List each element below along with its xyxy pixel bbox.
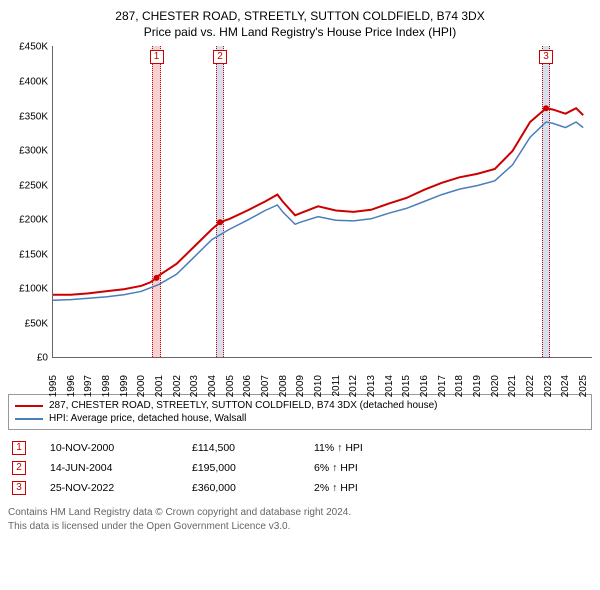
- x-tick: 2013: [366, 375, 377, 397]
- legend-row: HPI: Average price, detached house, Wals…: [15, 412, 585, 425]
- y-tick: £250K: [19, 180, 48, 191]
- y-tick: £50K: [25, 318, 48, 329]
- x-tick: 2024: [560, 375, 571, 397]
- attribution-line1: Contains HM Land Registry data © Crown c…: [8, 506, 592, 520]
- x-tick: 2019: [472, 375, 483, 397]
- x-tick: 2018: [454, 375, 465, 397]
- x-tick: 2004: [207, 375, 218, 397]
- title-address: 287, CHESTER ROAD, STREETLY, SUTTON COLD…: [8, 8, 592, 24]
- event-dot: [217, 220, 223, 226]
- legend-label: 287, CHESTER ROAD, STREETLY, SUTTON COLD…: [49, 400, 437, 411]
- event-row: 3 25-NOV-2022 £360,000 2% ↑ HPI: [8, 478, 592, 498]
- x-tick: 2005: [225, 375, 236, 397]
- x-tick: 2003: [189, 375, 200, 397]
- legend: 287, CHESTER ROAD, STREETLY, SUTTON COLD…: [8, 394, 592, 430]
- y-axis: £0£50K£100K£150K£200K£250K£300K£350K£400…: [8, 46, 52, 358]
- event-row-badge: 1: [12, 441, 26, 455]
- event-row: 2 14-JUN-2004 £195,000 6% ↑ HPI: [8, 458, 592, 478]
- y-tick: £400K: [19, 76, 48, 87]
- x-tick: 1997: [83, 375, 94, 397]
- event-dot: [543, 106, 549, 112]
- event-date: 10-NOV-2000: [50, 442, 180, 454]
- x-tick: 2002: [172, 375, 183, 397]
- attribution: Contains HM Land Registry data © Crown c…: [8, 506, 592, 533]
- series-hpi: [53, 122, 583, 300]
- y-tick: £0: [37, 353, 48, 364]
- x-tick: 2000: [136, 375, 147, 397]
- event-marker-badge: 3: [539, 50, 553, 64]
- event-delta: 11% ↑ HPI: [314, 442, 592, 454]
- event-marker-badge: 1: [150, 50, 164, 64]
- events-table: 1 10-NOV-2000 £114,500 11% ↑ HPI 2 14-JUN-200…: [8, 438, 592, 498]
- event-row-badge: 2: [12, 461, 26, 475]
- x-tick: 2006: [242, 375, 253, 397]
- x-axis: 1995199619971998199920002001200220032004…: [52, 358, 592, 386]
- x-tick: 2021: [507, 375, 518, 397]
- x-tick: 2020: [490, 375, 501, 397]
- series-subject: [53, 109, 583, 296]
- event-row: 1 10-NOV-2000 £114,500 11% ↑ HPI: [8, 438, 592, 458]
- legend-label: HPI: Average price, detached house, Wals…: [49, 413, 246, 424]
- event-price: £195,000: [192, 462, 302, 474]
- x-tick: 2025: [578, 375, 589, 397]
- event-price: £114,500: [192, 442, 302, 454]
- x-tick: 2012: [348, 375, 359, 397]
- y-tick: £100K: [19, 284, 48, 295]
- plot-svg: [53, 46, 592, 357]
- x-tick: 2023: [543, 375, 554, 397]
- x-tick: 2008: [278, 375, 289, 397]
- y-tick: £350K: [19, 111, 48, 122]
- event-delta: 2% ↑ HPI: [314, 482, 592, 494]
- x-tick: 2001: [154, 375, 165, 397]
- y-tick: £200K: [19, 215, 48, 226]
- event-dot: [154, 275, 160, 281]
- legend-swatch: [15, 418, 43, 420]
- x-tick: 2011: [331, 375, 342, 397]
- title-subtitle: Price paid vs. HM Land Registry's House …: [8, 24, 592, 40]
- x-tick: 2014: [384, 375, 395, 397]
- x-tick: 2016: [419, 375, 430, 397]
- event-delta: 6% ↑ HPI: [314, 462, 592, 474]
- x-tick: 1995: [48, 375, 59, 397]
- event-price: £360,000: [192, 482, 302, 494]
- event-row-badge: 3: [12, 481, 26, 495]
- y-tick: £300K: [19, 146, 48, 157]
- x-tick: 2009: [295, 375, 306, 397]
- attribution-line2: This data is licensed under the Open Gov…: [8, 520, 592, 534]
- x-tick: 2007: [260, 375, 271, 397]
- chart-container: 287, CHESTER ROAD, STREETLY, SUTTON COLD…: [8, 8, 592, 533]
- x-tick: 2022: [525, 375, 536, 397]
- x-tick: 1999: [119, 375, 130, 397]
- x-tick: 1996: [66, 375, 77, 397]
- event-date: 25-NOV-2022: [50, 482, 180, 494]
- x-tick: 2015: [401, 375, 412, 397]
- plot-area: £0 £50K £100K £150K £200K £250K £300K £350K £400…: [8, 46, 592, 386]
- x-tick: 1998: [101, 375, 112, 397]
- chart-titles: 287, CHESTER ROAD, STREETLY, SUTTON COLD…: [8, 8, 592, 40]
- y-tick: £150K: [19, 249, 48, 260]
- x-tick: 2017: [437, 375, 448, 397]
- event-date: 14-JUN-2004: [50, 462, 180, 474]
- plot: 1 2 3: [52, 46, 592, 358]
- y-tick: £450K: [19, 42, 48, 53]
- legend-row: 287, CHESTER ROAD, STREETLY, SUTTON COLD…: [15, 399, 585, 412]
- x-tick: 2010: [313, 375, 324, 397]
- legend-swatch: [15, 405, 43, 407]
- event-marker-badge: 2: [213, 50, 227, 64]
